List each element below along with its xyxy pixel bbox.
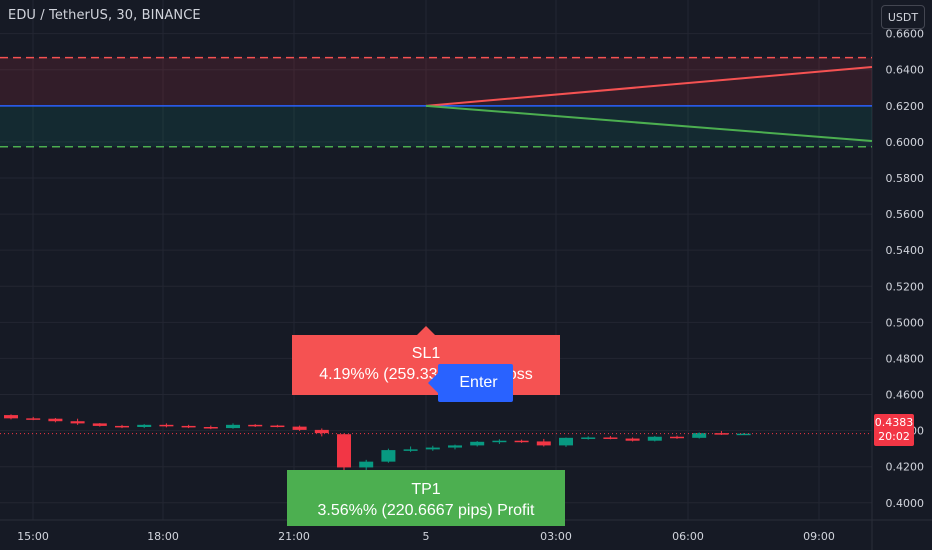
take-profit-label[interactable]: TP1 3.56%% (220.6667 pips) Profit: [287, 470, 565, 526]
candle-body: [314, 429, 329, 434]
price-tick-label: 0.5000: [886, 316, 925, 329]
stop-loss-detail: 4.19%% (259.3333 pips) Loss: [319, 366, 533, 383]
time-axis[interactable]: 15:00 18:00 21:00 5 03:00 06:00 09:00: [17, 530, 835, 543]
candle-body: [381, 450, 396, 462]
candle-body: [603, 437, 618, 439]
bar-countdown: 20:02: [878, 430, 910, 443]
time-tick-label: 18:00: [147, 530, 179, 543]
take-profit-detail: 3.56%% (220.6667 pips) Profit: [317, 502, 535, 519]
candle-body: [514, 440, 529, 443]
position-tool[interactable]: [0, 56, 873, 148]
candle-body: [26, 418, 41, 420]
candle-body: [70, 421, 85, 424]
time-tick-label: 5: [423, 530, 430, 543]
time-tick-label: 06:00: [672, 530, 704, 543]
price-tick-label: 0.6000: [886, 136, 925, 149]
candle-body: [625, 438, 640, 441]
candle-body: [203, 427, 218, 429]
candle-body: [359, 461, 374, 468]
candle-body: [470, 441, 485, 446]
price-axis[interactable]: 0.6600 0.6400 0.6200 0.6000 0.5800 0.5600 0.54…: [886, 28, 925, 510]
price-tick-label: 0.4800: [886, 352, 925, 365]
stop-loss-title: SL1: [411, 345, 441, 362]
take-profit-zone: [0, 105, 872, 147]
candle-body: [337, 434, 351, 468]
price-tick-label: 0.4600: [886, 389, 925, 402]
candle-body: [292, 426, 307, 430]
candle-body: [48, 418, 63, 422]
currency-button[interactable]: USDT: [881, 5, 925, 29]
price-tick-label: 0.5600: [886, 208, 925, 221]
candle-body: [559, 437, 573, 446]
candle-body: [448, 445, 462, 448]
price-tick-label: 0.6400: [886, 64, 925, 77]
last-price-tag: 0.4383 20:02: [874, 414, 914, 446]
candle-body: [226, 424, 240, 429]
price-tick-label: 0.6600: [886, 28, 925, 41]
price-tick-label: 0.4200: [886, 461, 925, 474]
candle-body: [248, 424, 263, 427]
price-tick-label: 0.6200: [886, 100, 925, 113]
candle-body: [736, 433, 751, 436]
candle-body: [647, 436, 662, 441]
candle-body: [714, 433, 729, 435]
time-tick-label: 09:00: [803, 530, 835, 543]
price-tick-label: 0.5400: [886, 244, 925, 257]
candle-body: [581, 437, 596, 439]
candle-body: [403, 449, 418, 451]
time-tick-label: 15:00: [17, 530, 49, 543]
price-tick-label: 0.4000: [886, 497, 925, 510]
candle-body: [492, 440, 507, 443]
candle-body: [670, 436, 684, 439]
last-price-value: 0.4383: [874, 416, 914, 429]
candle-body: [181, 425, 196, 428]
stop-loss-label[interactable]: SL1 4.19%% (259.3333 pips) Loss: [292, 326, 560, 395]
time-tick-label: 03:00: [540, 530, 572, 543]
stop-loss-projection: [425, 66, 873, 107]
candle-body: [4, 415, 18, 419]
candle-body: [92, 423, 107, 426]
price-tick-label: 0.5200: [886, 280, 925, 293]
candle-body: [536, 441, 551, 446]
candle-body: [115, 425, 129, 428]
stop-loss-zone: [0, 57, 872, 106]
candle-body: [270, 425, 285, 428]
candle-body: [692, 433, 707, 438]
candle-body: [137, 424, 152, 427]
candle-body: [159, 424, 174, 427]
price-tick-label: 0.5800: [886, 172, 925, 185]
take-profit-title: TP1: [411, 481, 441, 498]
candle-body: [425, 447, 440, 450]
take-profit-projection: [425, 104, 873, 143]
time-tick-label: 21:00: [278, 530, 310, 543]
candles: [0, 414, 872, 472]
enter-label: Enter: [459, 374, 498, 391]
symbol-title[interactable]: EDU / TetherUS, 30, BINANCE: [8, 8, 201, 23]
enter-button[interactable]: Enter: [428, 364, 513, 402]
